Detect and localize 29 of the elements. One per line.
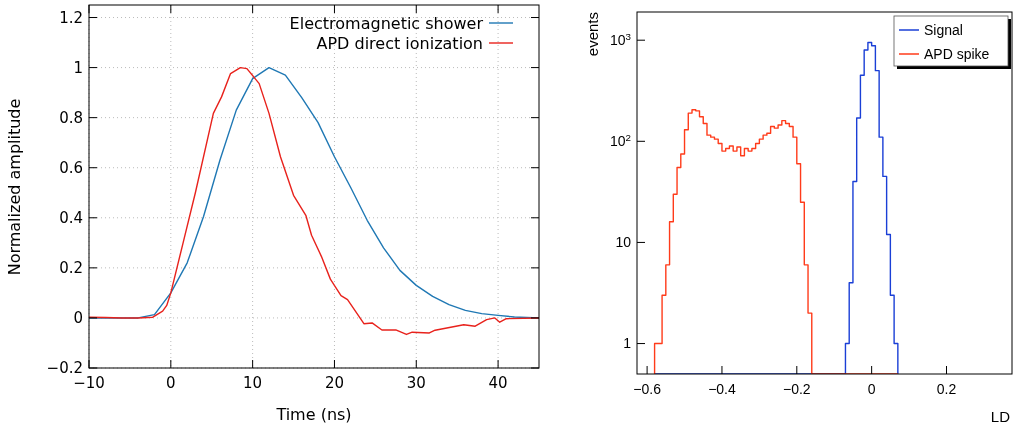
y-axis-title: Normalized amplitude [5,98,24,276]
x-tick-label: −0.6 [633,381,662,397]
y-axis-title: events [584,12,601,57]
x-tick-label: −0.2 [782,381,811,397]
x-axis-title: Time (ns) [275,405,352,424]
x-tick-label: 40 [488,374,508,392]
y-tick-label: 10$^{3}$ [609,30,632,49]
x-tick-label: 0.2 [936,381,957,397]
y-tick-label: 0.6 [59,158,83,177]
x-tick-label: 0 [867,381,876,397]
x-tick-label: −0.4 [708,381,736,397]
legend-label: APD direct ionization [316,33,483,53]
y-tick-label: 0 [73,309,83,328]
y-tick-label: 10 [615,234,632,251]
x-tick-label: 20 [324,374,344,392]
x-tick-label: 0 [166,374,176,392]
legend-label: Signal [924,21,963,38]
x-tick-label: 10 [243,374,263,392]
y-tick-label: 0.4 [59,209,83,228]
y-tick-label: 1 [73,58,83,77]
x-axis-title: LD [990,408,1011,425]
y-tick-label: 10$^{2}$ [609,131,631,150]
y-tick-label: 1 [623,335,632,352]
legend-label: Electromagnetic shower [289,13,484,33]
x-tick-label: 30 [406,374,426,392]
y-tick-label: 1.2 [59,8,83,27]
y-tick-label: 0.8 [59,108,83,127]
legend-label: APD spike [924,45,990,62]
y-tick-label: 0.2 [59,259,83,278]
